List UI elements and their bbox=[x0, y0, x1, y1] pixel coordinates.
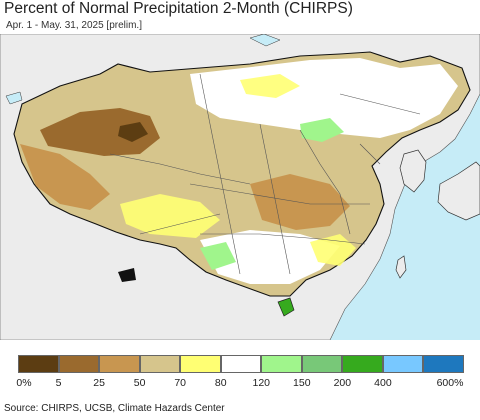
yellow-zone-north bbox=[240, 74, 300, 98]
source-credit: Source: CHIRPS, UCSB, Climate Hazards Ce… bbox=[4, 403, 225, 414]
legend-label: 200 bbox=[333, 377, 352, 389]
japan-islands bbox=[437, 161, 480, 221]
legend-label: 600% bbox=[436, 377, 464, 389]
province-borders bbox=[109, 73, 421, 275]
green-zone-northeast bbox=[300, 118, 344, 142]
legend-label: 70 bbox=[174, 377, 187, 389]
legend-swatch bbox=[18, 355, 59, 373]
korea-peninsula bbox=[399, 149, 427, 193]
map-svg bbox=[0, 33, 480, 341]
legend-label: 25 bbox=[93, 377, 105, 389]
taiwan bbox=[395, 255, 407, 279]
legend-labels: 0% 5 25 50 70 80 120 150 200 400 600% bbox=[16, 377, 464, 391]
legend-swatch bbox=[382, 355, 424, 373]
lake-west bbox=[5, 91, 23, 105]
legend-swatch bbox=[99, 355, 140, 373]
legend-label: 120 bbox=[252, 377, 271, 389]
map-subtitle: Apr. 1 - May. 31, 2025 [prelim.] bbox=[6, 20, 142, 31]
legend-label: 80 bbox=[214, 377, 227, 389]
hainan bbox=[277, 297, 295, 317]
legend-swatch bbox=[220, 355, 262, 373]
dry-zone-central bbox=[250, 174, 350, 230]
legend-swatch bbox=[139, 355, 181, 373]
legend-swatch bbox=[301, 355, 343, 373]
very-dry-spot bbox=[118, 122, 148, 142]
green-zone-south bbox=[200, 242, 236, 270]
dry-zone-west bbox=[20, 144, 110, 210]
legend-label: 0% bbox=[16, 377, 32, 389]
dry-zone-tarim bbox=[40, 108, 160, 156]
normal-zone-south bbox=[200, 230, 340, 284]
legend-label: 5 bbox=[55, 377, 62, 389]
precipitation-map bbox=[0, 33, 480, 341]
lake-north bbox=[249, 33, 281, 47]
legend-label: 50 bbox=[133, 377, 146, 389]
yellow-zone-tibet bbox=[120, 194, 220, 238]
legend-swatch bbox=[58, 355, 100, 373]
legend-swatch bbox=[342, 355, 383, 373]
legend-label: 150 bbox=[293, 377, 311, 389]
bangladesh-dark bbox=[118, 268, 136, 282]
legend-bar bbox=[18, 355, 464, 373]
map-title: Percent of Normal Precipitation 2-Month … bbox=[4, 0, 353, 17]
legend-swatch bbox=[423, 355, 464, 373]
legend-label: 400 bbox=[374, 377, 392, 389]
legend-swatch bbox=[180, 355, 221, 373]
legend-swatch bbox=[261, 355, 302, 373]
